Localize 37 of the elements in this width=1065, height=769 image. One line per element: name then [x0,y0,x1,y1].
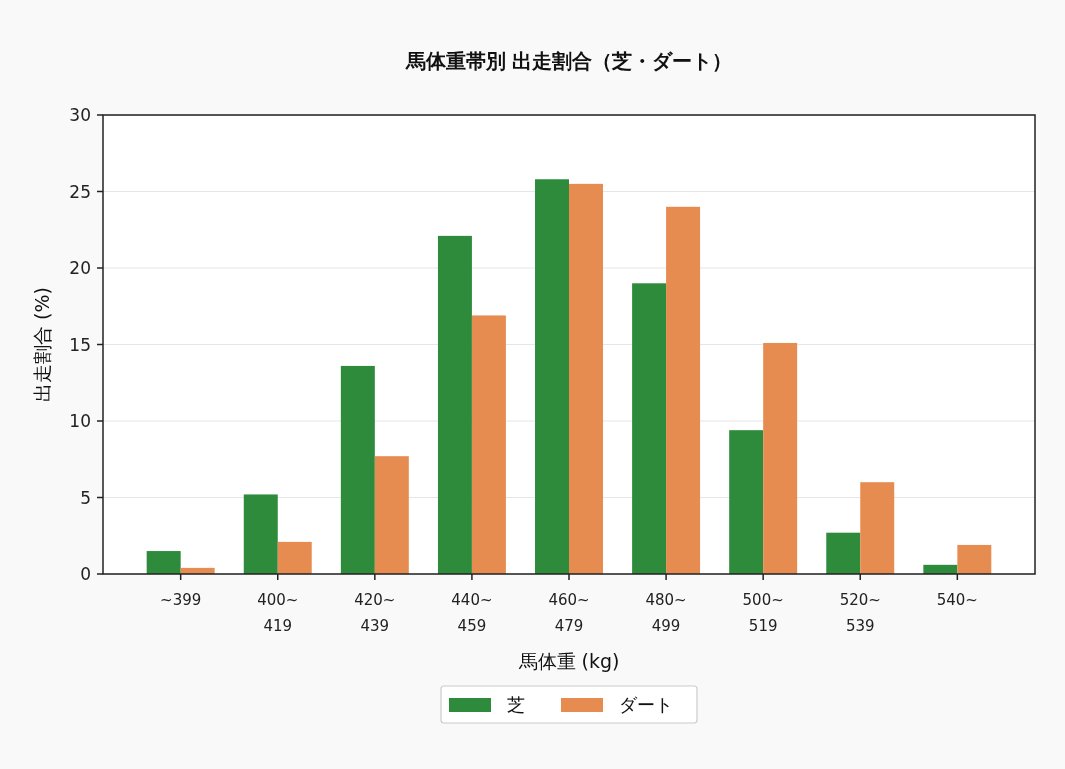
bar [763,342,798,574]
y-tick-label: 25 [69,181,91,202]
bar [340,365,375,574]
bar [374,456,409,574]
y-tick-label: 15 [69,334,91,355]
x-tick-label: 420~ 439 [354,591,396,635]
bar [569,183,603,574]
y-tick-label: 30 [69,105,91,125]
bar [860,482,895,574]
bar [243,494,278,574]
x-tick-label: 500~ 519 [742,591,784,635]
x-tick-label: 540~ [936,591,978,609]
legend-label: 芝 [507,694,525,715]
bar [729,430,764,574]
y-tick-label: 5 [80,487,91,508]
bar [277,541,312,574]
bar [535,179,569,574]
legend-label: ダート [619,694,673,715]
x-tick-label: 440~ 459 [451,591,493,635]
y-tick-label: 20 [69,258,91,278]
chart-title: 馬体重帯別 出走割合（芝・ダート） [404,49,733,73]
x-axis-title: 馬体重 (kg) [517,650,620,672]
bar [146,551,181,574]
bar [437,235,472,574]
x-tick-label: 480~ 499 [645,591,687,635]
x-tick-label: 460~ 479 [548,591,590,635]
bar [957,544,992,574]
bar [471,315,506,574]
x-tick-label: ~399 [160,591,202,609]
bar [632,283,667,574]
y-tick-label: 10 [69,411,91,431]
y-tick-label: 0 [80,564,91,584]
bar [826,532,861,574]
bar [666,206,701,574]
x-tick-label: 520~ 539 [839,591,881,635]
x-tick-label: 400~ 419 [257,591,299,635]
y-axis-title: 出走割合 (%) [31,287,53,402]
